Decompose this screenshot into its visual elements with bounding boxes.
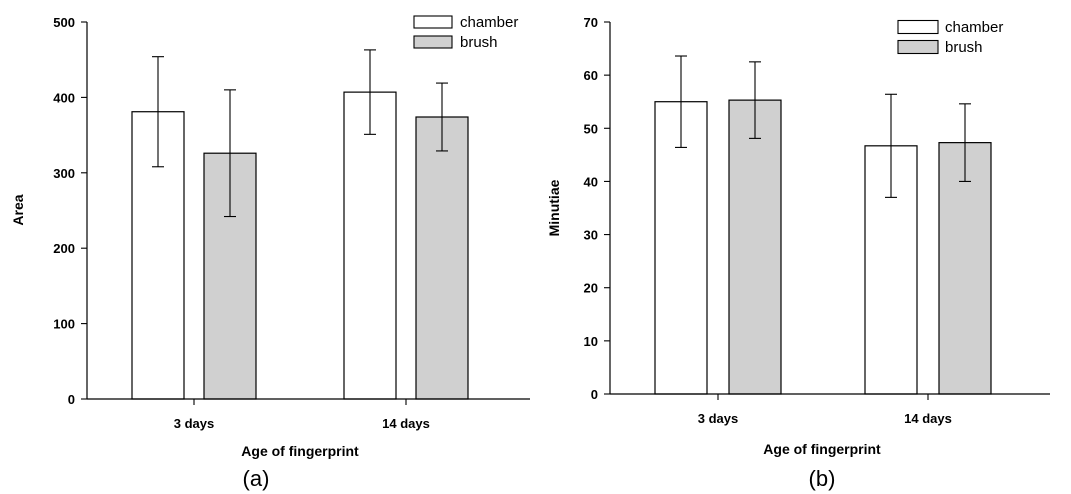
panel-label: (b) <box>809 466 836 491</box>
legend-label-brush: brush <box>460 34 498 51</box>
bar-chamber-1 <box>343 91 397 400</box>
chart-area: 0 100 200 300 400 500 3 days 14 days Age of fing… <box>10 14 530 491</box>
y-tick-label: 100 <box>53 317 75 332</box>
y-tick-label: 10 <box>584 334 598 349</box>
bar-chamber-0 <box>654 101 708 395</box>
y-tick-label: 300 <box>53 166 75 181</box>
y-tick-label: 60 <box>584 68 598 83</box>
y-axis-label: Area <box>10 194 26 225</box>
x-axis-label: Age of fingerprint <box>241 443 359 459</box>
y-tick-label: 400 <box>53 90 75 105</box>
y-tick-label: 500 <box>53 15 75 30</box>
bar-brush-1 <box>415 116 469 400</box>
y-tick-label: 200 <box>53 241 75 256</box>
chart-minutiae: 0 10 20 30 40 50 60 70 3 days 14 days Age of finge… <box>546 15 1050 491</box>
x-tick-label: 3 days <box>174 416 214 431</box>
y-tick-label: 20 <box>584 281 598 296</box>
y-axis-label: Minutiae <box>546 179 562 236</box>
x-tick-label: 3 days <box>698 411 738 426</box>
legend-label-chamber: chamber <box>460 14 518 31</box>
panel-label: (a) <box>243 466 270 491</box>
legend-swatch-chamber <box>897 19 939 35</box>
x-axis-label: Age of fingerprint <box>763 441 881 457</box>
y-tick-label: 30 <box>584 228 598 243</box>
legend-swatch-brush <box>413 35 453 49</box>
legend-label-brush: brush <box>945 39 983 56</box>
legend-label-chamber: chamber <box>945 19 1003 36</box>
y-tick-label: 40 <box>584 174 598 189</box>
bar-brush-1 <box>938 142 992 395</box>
y-tick-label: 50 <box>584 121 598 136</box>
x-tick-label: 14 days <box>382 416 430 431</box>
y-tick-label: 0 <box>591 387 598 402</box>
legend-swatch-brush <box>897 39 939 55</box>
x-tick-label: 14 days <box>904 411 952 426</box>
bar-brush-0 <box>728 99 782 395</box>
y-tick-label: 70 <box>584 15 598 30</box>
legend-swatch-chamber <box>413 15 453 29</box>
y-tick-label: 0 <box>68 392 75 407</box>
